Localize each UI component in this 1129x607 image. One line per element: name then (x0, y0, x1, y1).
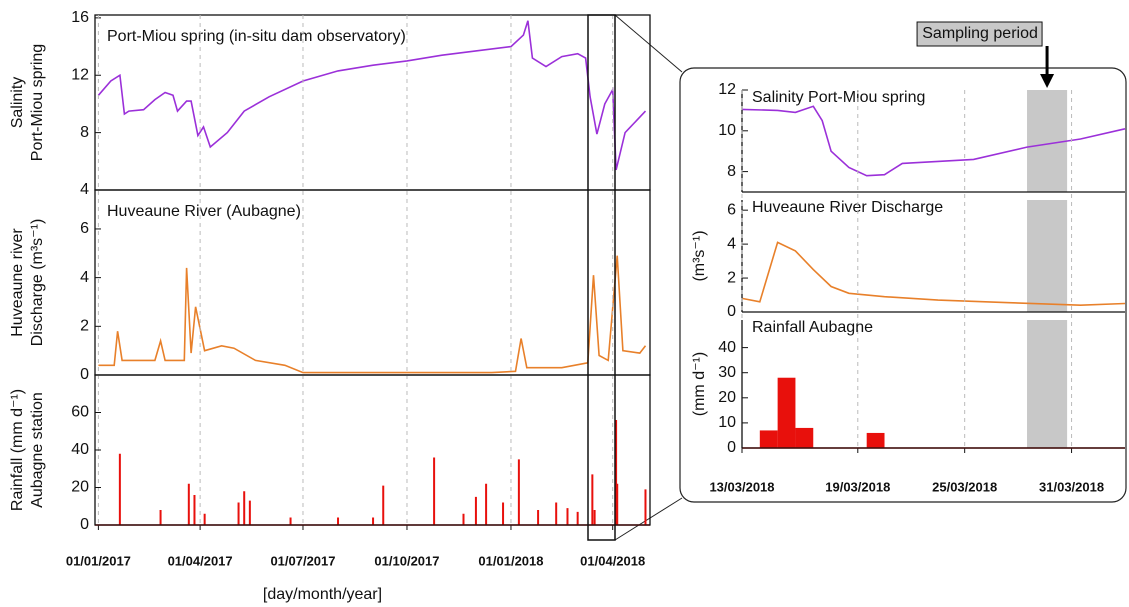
bar (644, 489, 647, 525)
y-tick-label: 12 (718, 81, 736, 98)
x-tick-label: 01/04/2018 (580, 553, 645, 568)
bar (502, 502, 505, 525)
bar (372, 517, 375, 525)
y-tick-label: 30 (718, 364, 736, 381)
y-tick-label: 8 (727, 163, 736, 180)
bar (433, 457, 436, 525)
x-tick-label: 25/03/2018 (932, 479, 997, 494)
bar (616, 483, 619, 525)
y-tick-label: 0 (80, 366, 89, 383)
y-tick-label: 6 (80, 220, 89, 237)
bar (337, 517, 340, 525)
series-line (741, 241, 1126, 307)
sampling-band (1027, 320, 1068, 448)
bar (777, 377, 796, 448)
y-axis-label: Aubagne station (29, 392, 46, 508)
y-axis-label: (mm d⁻¹) (691, 352, 708, 416)
bar (248, 500, 251, 525)
bar (474, 496, 477, 525)
bar (237, 502, 240, 525)
y-tick-label: 12 (71, 66, 89, 83)
series-line (98, 255, 647, 374)
sampling-band (1027, 90, 1068, 192)
bar (537, 510, 540, 525)
y-axis-label: Discharge (m³s⁻¹) (29, 219, 46, 347)
bar (795, 427, 814, 448)
bar (517, 459, 520, 525)
sampling-band (1027, 200, 1068, 312)
bar (382, 485, 385, 525)
bar (591, 474, 594, 525)
x-tick-label: 19/03/2018 (825, 479, 890, 494)
plots: 4 8 12 16 Salinity Port-Miou spring Port-Miou … (9, 9, 1126, 603)
x-axis-label: [day/month/year] (263, 586, 382, 603)
x-tick-label: 01/04/2017 (168, 553, 233, 568)
y-tick-label: 0 (727, 303, 736, 320)
y-tick-label: 0 (80, 516, 89, 533)
bar (615, 420, 618, 525)
y-tick-label: 4 (727, 235, 736, 252)
y-tick-label: 16 (71, 9, 89, 26)
panel-frame (94, 374, 651, 526)
panel-annotation: Salinity Port-Miou spring (752, 89, 925, 106)
bar (759, 430, 778, 448)
series-line (741, 105, 1126, 177)
y-tick-label: 2 (80, 318, 89, 335)
x-tick-label: 31/03/2018 (1039, 479, 1104, 494)
x-tick-label: 01/01/2017 (66, 553, 131, 568)
y-axis-label: Rainfall (mm d⁻¹) (9, 389, 26, 511)
x-tick-label: 01/10/2017 (374, 553, 439, 568)
y-axis-label: Huveaune river (9, 228, 26, 337)
x-tick-label: 01/01/2018 (478, 553, 543, 568)
sampling-arrowhead (1040, 74, 1055, 88)
panel-annotation: Huveaune River (Aubagne) (107, 203, 301, 220)
bar (118, 453, 121, 525)
bar (593, 510, 596, 525)
y-tick-label: 40 (718, 339, 736, 356)
panel-annotation: Port-Miou spring (in-situ dam observator… (107, 28, 406, 45)
y-tick-label: 4 (80, 181, 89, 198)
bar (462, 513, 465, 525)
y-tick-label: 0 (727, 439, 736, 456)
bar (203, 513, 206, 525)
sampling-label: Sampling period (922, 25, 1038, 42)
y-axis-label: Port-Miou spring (29, 44, 46, 161)
y-tick-label: 10 (718, 414, 736, 431)
y-tick-label: 40 (71, 441, 89, 458)
y-tick-label: 20 (71, 479, 89, 496)
zoom-box (587, 14, 616, 541)
y-tick-label: 10 (718, 122, 736, 139)
y-axis-label: Salinity (9, 77, 26, 129)
bar (187, 483, 190, 525)
bar (566, 508, 569, 525)
sampling-label-box (916, 21, 1043, 47)
bar (576, 511, 579, 525)
bar (866, 432, 885, 448)
bar (289, 517, 292, 525)
x-tick-label: 01/07/2017 (270, 553, 335, 568)
y-tick-label: 8 (80, 124, 89, 141)
bar (159, 510, 162, 525)
panel-annotation: Huveaune River Discharge (752, 199, 943, 216)
y-tick-label: 60 (71, 404, 89, 421)
x-tick-label: 13/03/2018 (709, 479, 774, 494)
y-tick-label: 2 (727, 269, 736, 286)
bar (485, 483, 488, 525)
zoom-connector (614, 14, 683, 73)
panel-annotation: Rainfall Aubagne (752, 319, 873, 336)
bar (243, 491, 246, 525)
bar (555, 502, 558, 525)
y-tick-label: 6 (727, 201, 736, 218)
y-tick-label: 20 (718, 389, 736, 406)
zoom-connector (614, 497, 683, 541)
y-axis-label: (m³s⁻¹) (691, 230, 708, 281)
bar (193, 495, 196, 525)
y-tick-label: 4 (80, 269, 89, 286)
